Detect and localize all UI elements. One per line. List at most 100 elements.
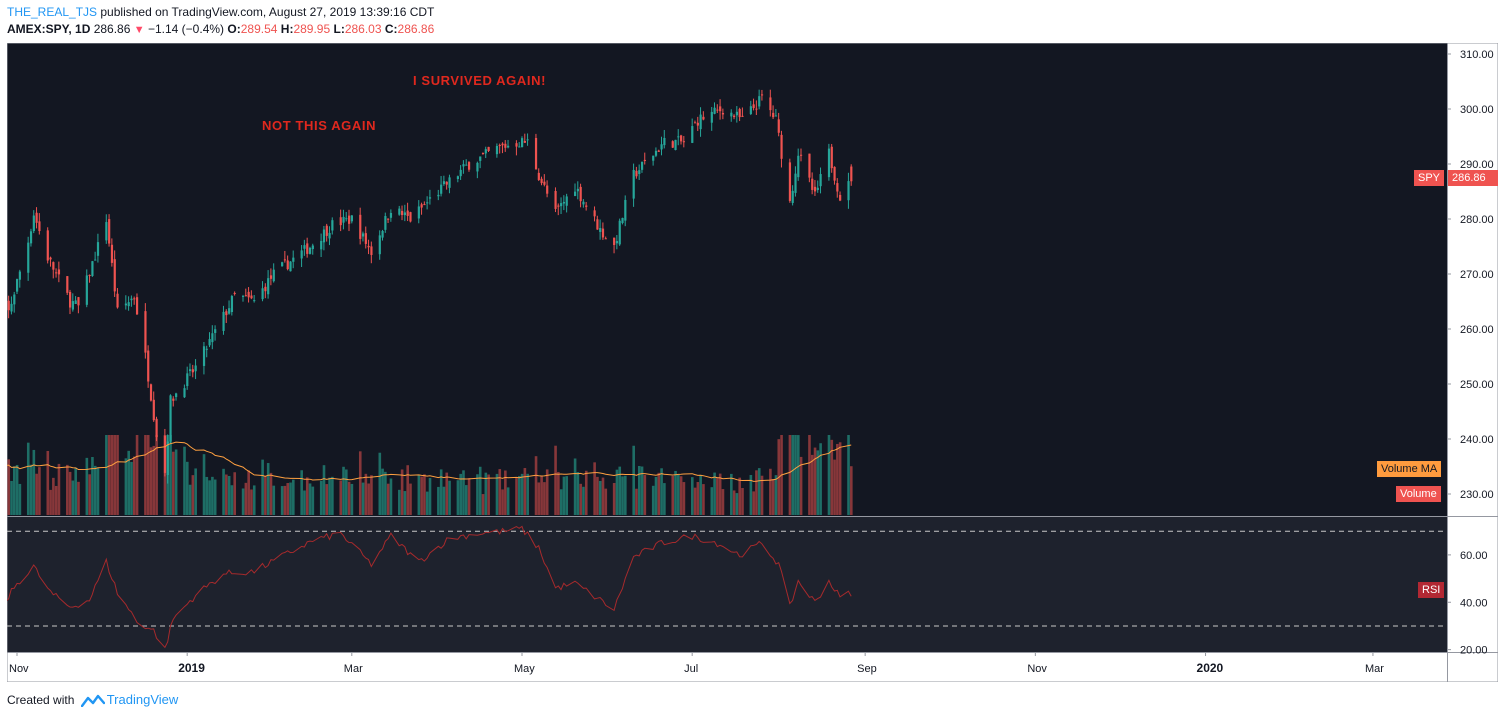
- volume-bar: [57, 463, 61, 515]
- volume-bar: [598, 480, 602, 515]
- candle-body: [191, 369, 194, 373]
- price-tick-label: 230.00: [1460, 489, 1494, 501]
- volume-bar: [272, 485, 276, 515]
- candle: [652, 155, 655, 166]
- candle: [507, 139, 510, 149]
- volume-bar: [540, 475, 543, 515]
- volume-bar: [172, 451, 175, 515]
- candle: [560, 197, 563, 215]
- candle: [850, 164, 853, 186]
- candle: [46, 227, 49, 264]
- candle-body: [830, 146, 833, 169]
- candle-body: [105, 222, 108, 241]
- candle-body: [71, 301, 74, 310]
- candle: [794, 166, 797, 197]
- volume-bar: [113, 435, 117, 515]
- candle-body: [233, 292, 236, 294]
- candle: [135, 293, 139, 315]
- candle: [797, 148, 800, 181]
- candle: [57, 261, 61, 283]
- volume-bar: [543, 482, 546, 515]
- candle: [758, 89, 761, 110]
- volume-bar: [77, 481, 80, 515]
- volume-bar: [241, 488, 245, 515]
- candle-body: [755, 108, 758, 110]
- time-tick-label: Jul: [684, 663, 698, 675]
- candle: [847, 172, 850, 209]
- candle-body: [808, 153, 811, 178]
- candle: [537, 168, 540, 182]
- candle-body: [127, 302, 130, 307]
- candle-body: [448, 177, 451, 188]
- candle: [250, 290, 253, 300]
- candle-body: [613, 237, 616, 246]
- candle-body: [16, 279, 19, 292]
- candle-body: [518, 146, 521, 148]
- volume-bar: [495, 473, 499, 515]
- candle-body: [348, 215, 351, 224]
- chart-area[interactable]: 230.00 240.00 250.00 260.00 270.00 280.00 290.…: [7, 43, 1498, 682]
- candle: [543, 174, 546, 187]
- candle: [339, 209, 342, 232]
- candle-body: [18, 271, 21, 280]
- volume-bar: [331, 476, 334, 515]
- candle-body: [322, 229, 326, 243]
- candle: [693, 120, 697, 124]
- candle: [791, 185, 794, 206]
- volume-bar: [10, 480, 13, 515]
- candle-body: [624, 199, 627, 221]
- candle: [526, 133, 529, 146]
- volume-bar: [615, 469, 619, 515]
- volume-bar: [13, 466, 16, 515]
- candle-body: [130, 298, 133, 301]
- candle: [613, 237, 616, 254]
- volume-bar: [819, 443, 822, 515]
- candle-body: [381, 230, 384, 238]
- candle-body: [361, 233, 365, 237]
- candle: [130, 295, 133, 307]
- candle-body: [35, 212, 38, 223]
- tradingview-brand-link[interactable]: TradingView: [106, 692, 179, 707]
- candle-body: [359, 214, 362, 239]
- volume-bar: [7, 459, 11, 515]
- candle: [816, 180, 819, 193]
- candle: [777, 112, 780, 137]
- volume-bar: [107, 435, 111, 515]
- candle: [49, 256, 52, 267]
- volume-bar: [46, 450, 50, 515]
- volume-bar: [384, 471, 387, 515]
- candle-body: [618, 220, 621, 245]
- volume-bar: [576, 471, 580, 515]
- candle: [124, 295, 128, 310]
- candle-body: [836, 183, 839, 192]
- volume-bar: [311, 486, 315, 515]
- volume-bar: [833, 459, 836, 515]
- candle: [303, 239, 306, 256]
- candle-body: [752, 104, 755, 109]
- candle-body: [534, 137, 538, 170]
- volume-bar: [462, 470, 465, 515]
- candle-body: [791, 190, 794, 203]
- volume-bar: [635, 488, 638, 515]
- time-tick-label: Nov: [1027, 663, 1047, 675]
- author-link[interactable]: THE_REAL_TJS: [7, 5, 98, 19]
- volume-bar: [409, 483, 412, 515]
- volume-bar: [66, 464, 69, 515]
- rsi-tick-label: 40.00: [1460, 597, 1488, 609]
- candle: [749, 100, 752, 116]
- tradingview-logo-icon[interactable]: [80, 694, 105, 710]
- candle: [799, 148, 803, 162]
- candle-body: [674, 139, 677, 150]
- price-tick-label: 260.00: [1460, 324, 1494, 336]
- chart-canvas[interactable]: 230.00 240.00 250.00 260.00 270.00 280.00 290.…: [7, 43, 1498, 682]
- candle: [10, 296, 13, 315]
- candle-body: [501, 143, 504, 146]
- candle-body: [462, 164, 465, 167]
- candle: [367, 239, 370, 255]
- candle-body: [7, 300, 10, 311]
- volume-bar: [135, 435, 139, 515]
- volume-bar: [657, 472, 661, 515]
- volume-bar: [93, 465, 97, 515]
- candle-body: [328, 232, 331, 239]
- volume-bar: [49, 489, 52, 515]
